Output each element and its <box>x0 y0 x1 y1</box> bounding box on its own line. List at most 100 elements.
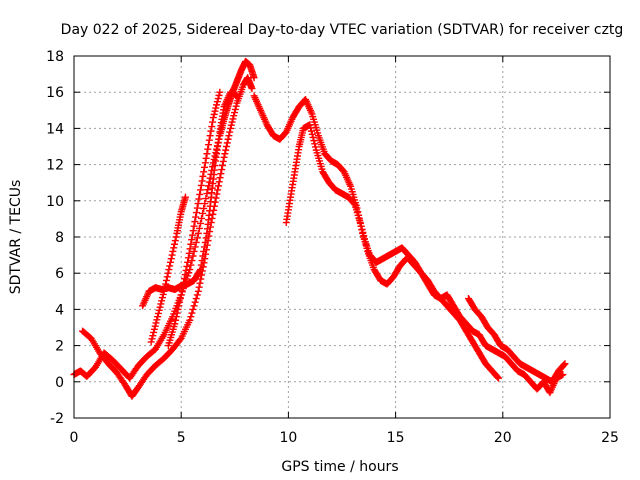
data-point <box>201 243 209 251</box>
data-point <box>223 139 231 147</box>
data-point <box>172 313 180 321</box>
data-point <box>231 109 239 117</box>
data-point <box>228 118 236 126</box>
data-point <box>190 247 198 255</box>
data-point <box>205 178 213 186</box>
satellite-track-1 <box>70 57 258 382</box>
data-point <box>172 233 180 241</box>
data-point <box>495 374 503 382</box>
data-point <box>196 267 204 275</box>
data-point <box>174 305 182 313</box>
data-point <box>203 190 211 198</box>
chart-title: Day 022 of 2025, Sidereal Day-to-day VTE… <box>61 22 624 38</box>
data-point <box>361 235 369 243</box>
data-point <box>203 150 211 158</box>
data-point <box>311 143 319 151</box>
data-point <box>209 114 217 122</box>
data-point <box>189 305 197 313</box>
data-point <box>195 224 203 232</box>
data-point <box>226 128 234 136</box>
data-point <box>158 294 166 302</box>
data-point <box>202 234 210 242</box>
data-point <box>209 210 217 218</box>
data-point <box>561 360 569 368</box>
data-point <box>166 262 174 270</box>
x-tick-label: 0 <box>70 430 79 446</box>
data-point <box>187 313 195 321</box>
data-point <box>350 200 358 208</box>
data-point <box>224 135 232 143</box>
data-point <box>186 316 194 324</box>
data-point <box>227 121 235 129</box>
data-point <box>231 105 239 113</box>
data-point <box>200 168 208 176</box>
data-point <box>178 287 186 295</box>
y-tick-label: 12 <box>46 158 64 174</box>
data-point <box>159 290 167 298</box>
data-point <box>213 98 221 106</box>
data-point <box>308 130 316 138</box>
data-point <box>494 373 502 381</box>
data-point <box>160 287 168 295</box>
data-point <box>184 258 192 266</box>
data-point <box>219 157 227 165</box>
data-point <box>362 241 370 249</box>
data-point <box>215 91 223 99</box>
data-point <box>229 115 237 123</box>
data-point <box>162 280 170 288</box>
data-point <box>212 104 220 112</box>
data-point <box>184 254 192 262</box>
data-point <box>309 133 317 141</box>
data-point <box>195 195 203 203</box>
data-point <box>200 247 208 255</box>
data-point <box>191 298 199 306</box>
data-point <box>180 275 188 283</box>
data-point <box>211 107 219 115</box>
data-point <box>201 238 209 246</box>
data-point <box>217 170 225 178</box>
satellite-track-7 <box>282 121 410 288</box>
data-point <box>186 245 194 253</box>
data-point <box>216 88 224 96</box>
satellite-track-5 <box>164 88 224 350</box>
data-point <box>148 335 156 343</box>
data-point <box>361 238 369 246</box>
data-point <box>189 227 197 235</box>
data-point <box>218 162 226 170</box>
data-point <box>360 232 368 240</box>
data-point <box>307 124 315 132</box>
data-point <box>196 190 204 198</box>
data-point <box>183 262 191 270</box>
data-point <box>560 361 568 369</box>
data-point <box>182 266 190 274</box>
data-point <box>232 102 240 110</box>
data-point <box>363 244 371 252</box>
data-point <box>212 194 220 202</box>
data-point <box>215 178 223 186</box>
data-point <box>306 121 314 129</box>
data-point <box>195 283 203 291</box>
data-point <box>177 291 185 299</box>
data-point <box>196 266 204 274</box>
data-point <box>222 143 230 150</box>
data-point <box>149 332 157 340</box>
data-point <box>154 313 162 321</box>
data-point <box>198 257 206 265</box>
data-point <box>201 163 209 171</box>
data-point <box>210 110 218 118</box>
data-point <box>181 271 189 279</box>
data-point <box>359 228 367 236</box>
data-point <box>208 123 216 131</box>
data-point <box>175 302 183 310</box>
data-point <box>168 251 176 259</box>
data-point <box>213 101 221 109</box>
data-point <box>185 249 193 257</box>
data-point <box>176 298 184 306</box>
data-point <box>199 252 207 260</box>
data-point <box>193 234 201 242</box>
data-point <box>358 225 366 233</box>
data-point <box>188 231 196 239</box>
data-point <box>207 127 215 135</box>
axis-ticks: 0 5 10 15 20 25 -2 0 2 4 6 8 10 12 14 16 18 <box>46 49 619 446</box>
